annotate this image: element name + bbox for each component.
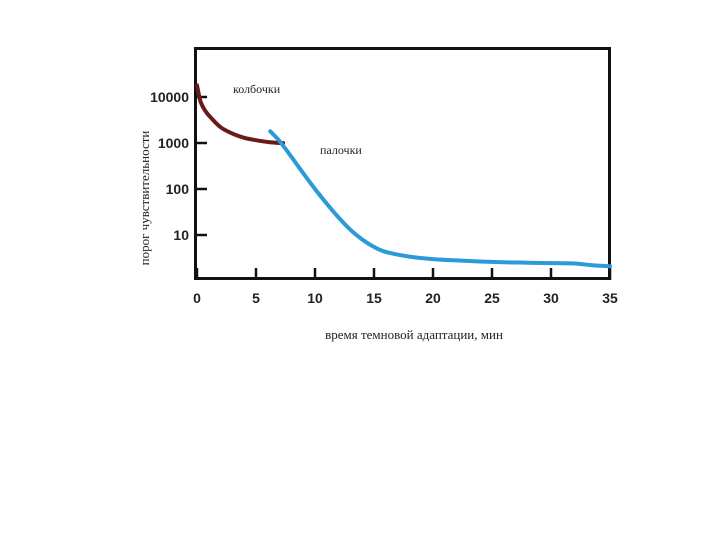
series-line-rods [268, 129, 612, 269]
x-tick-label: 30 [543, 290, 559, 306]
y-axis: 10 100 1000 10000 [150, 89, 207, 243]
y-tick-label: 1000 [158, 135, 189, 151]
x-axis: 0 5 10 15 20 25 30 35 [193, 268, 618, 306]
x-tick-label: 10 [307, 290, 323, 306]
series-lines [195, 83, 612, 269]
x-tick-label: 15 [366, 290, 382, 306]
x-axis-title: время темновой адаптации, мин [325, 327, 503, 342]
x-tick-label: 35 [602, 290, 618, 306]
x-tick-label: 25 [484, 290, 500, 306]
annotation-rods: палочки [320, 143, 362, 157]
series-line-cones [195, 83, 286, 146]
x-tick-label: 5 [252, 290, 260, 306]
y-tick-label: 10000 [150, 89, 189, 105]
y-tick-label: 100 [166, 181, 190, 197]
x-tick-label: 0 [193, 290, 201, 306]
y-tick-label: 10 [173, 227, 189, 243]
annotation-cones: колбочки [233, 82, 281, 96]
x-tick-label: 20 [425, 290, 441, 306]
plot-frame [194, 47, 611, 280]
y-axis-title: порог чувствительности [137, 131, 152, 266]
